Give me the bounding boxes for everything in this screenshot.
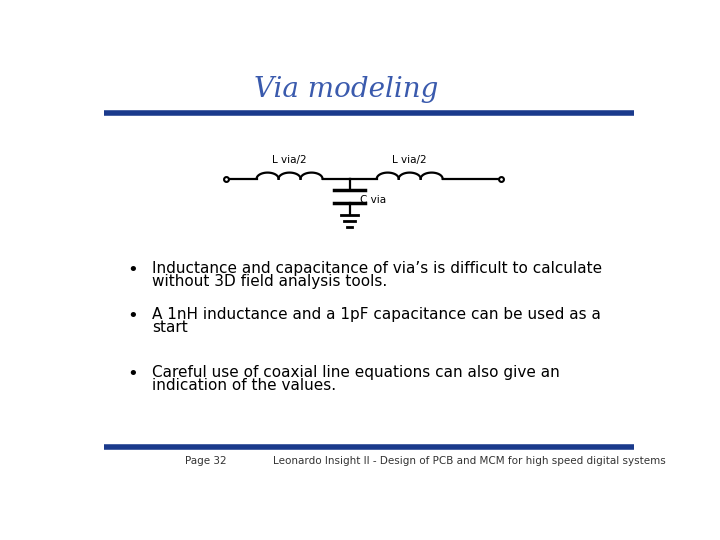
Text: Careful use of coaxial line equations can also give an: Careful use of coaxial line equations ca… — [152, 365, 559, 380]
Text: Page 32: Page 32 — [186, 456, 227, 467]
Text: •: • — [127, 365, 138, 383]
Text: indication of the values.: indication of the values. — [152, 378, 336, 393]
Text: •: • — [127, 261, 138, 279]
Text: Leonardo Insight II - Design of PCB and MCM for high speed digital systems: Leonardo Insight II - Design of PCB and … — [274, 456, 666, 467]
Text: Via modeling: Via modeling — [253, 76, 438, 103]
Text: start: start — [152, 320, 188, 335]
Text: C via: C via — [360, 194, 386, 205]
Text: A 1nH inductance and a 1pF capacitance can be used as a: A 1nH inductance and a 1pF capacitance c… — [152, 307, 601, 322]
Text: •: • — [127, 307, 138, 325]
Text: L via/2: L via/2 — [272, 155, 307, 165]
Text: without 3D field analysis tools.: without 3D field analysis tools. — [152, 274, 387, 289]
Text: L via/2: L via/2 — [392, 155, 427, 165]
Text: Inductance and capacitance of via’s is difficult to calculate: Inductance and capacitance of via’s is d… — [152, 261, 602, 276]
